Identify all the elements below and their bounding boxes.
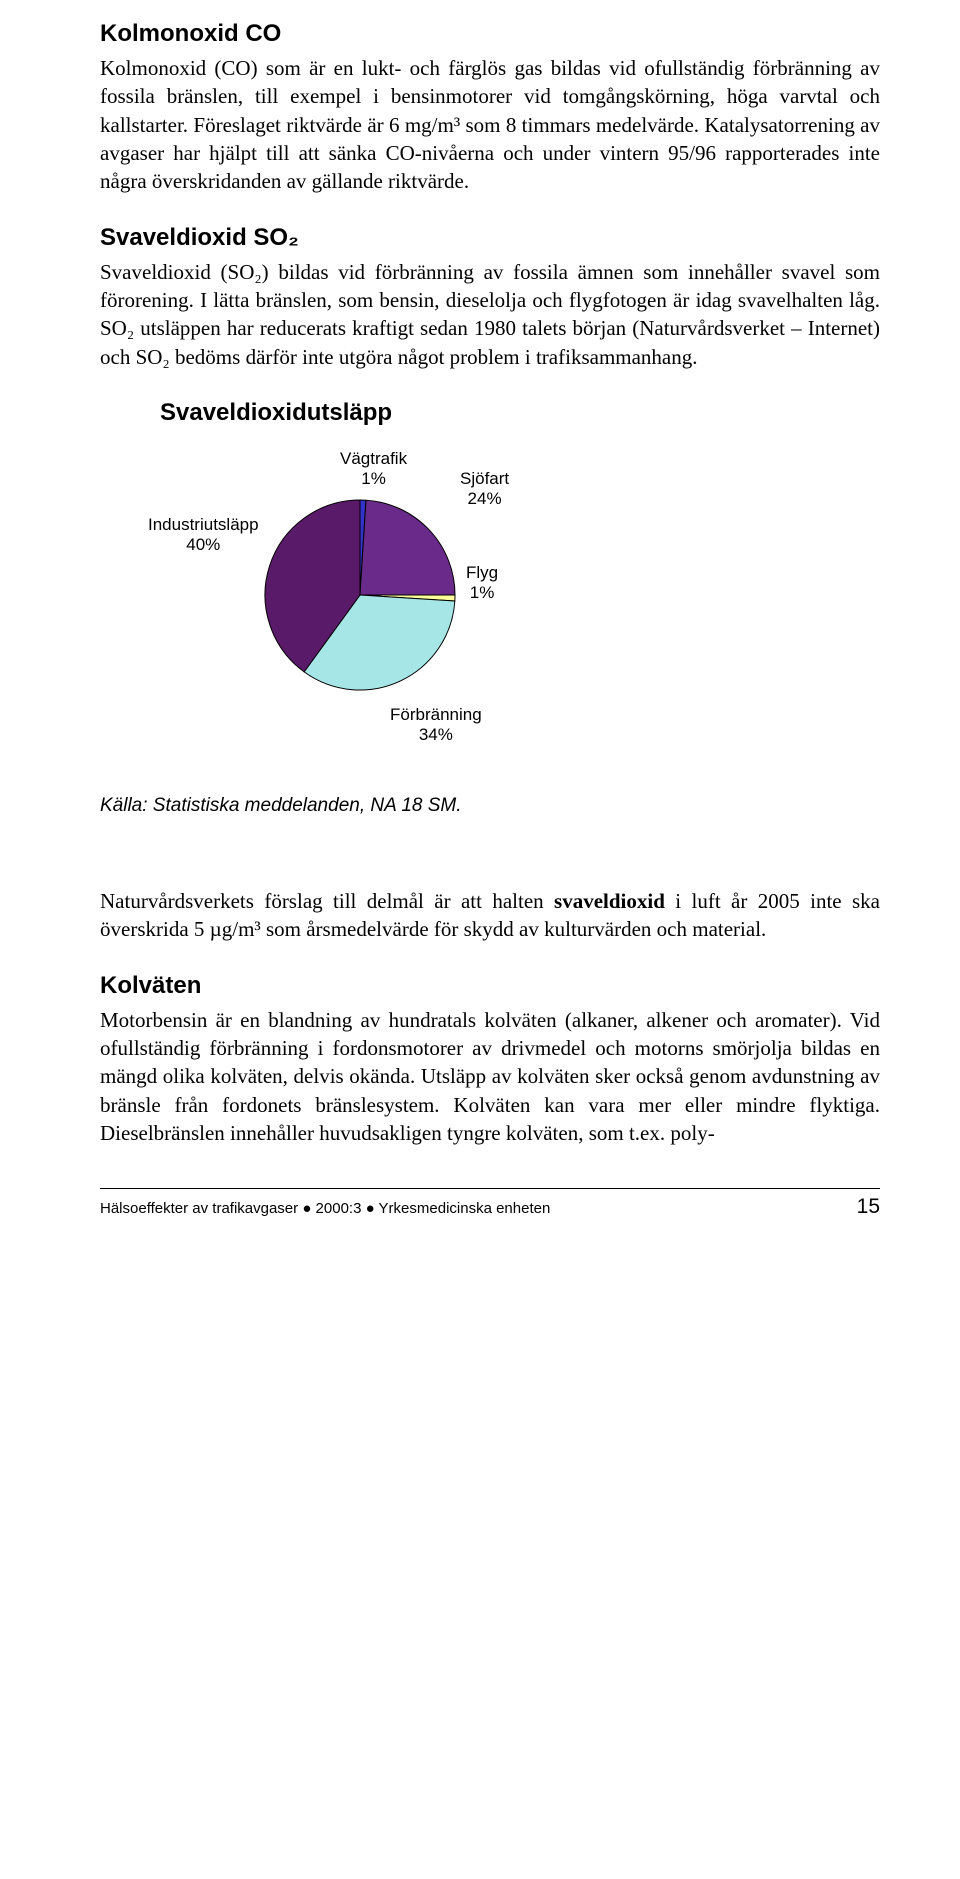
chart-source: Källa: Statistiska meddelanden, NA 18 SM… bbox=[100, 795, 880, 817]
paragraph-co: Kolmonoxid (CO) som är en lukt- och färg… bbox=[100, 54, 880, 196]
pie-chart bbox=[260, 495, 460, 695]
pie-slice bbox=[360, 500, 455, 595]
page-number: 15 bbox=[857, 1195, 880, 1219]
chart-label-sjofart: Sjöfart 24% bbox=[460, 469, 509, 510]
pie-chart-block: Svaveldioxidutsläpp Vägtrafik 1% Sjöfart… bbox=[160, 399, 880, 745]
footer-rule bbox=[100, 1188, 880, 1189]
page-footer: Hälsoeffekter av trafikavgaser ● 2000:3 … bbox=[100, 1195, 880, 1219]
heading-kolvaten: Kolväten bbox=[100, 972, 880, 1000]
chart-label-forbranning: Förbränning 34% bbox=[390, 705, 482, 746]
footer-text: Hälsoeffekter av trafikavgaser ● 2000:3 … bbox=[100, 1200, 550, 1217]
paragraph-so2: Svaveldioxid (SO₂) bildas vid förbrännin… bbox=[100, 258, 880, 371]
chart-label-flyg: Flyg 1% bbox=[466, 563, 498, 604]
chart-area: Vägtrafik 1% Sjöfart 24% Flyg 1% Förbrän… bbox=[160, 445, 660, 745]
chart-label-vagtrafik: Vägtrafik 1% bbox=[340, 449, 407, 490]
nv-goal-text: Naturvårdsverkets förslag till delmål är… bbox=[100, 889, 880, 941]
chart-label-industri: Industriutsläpp 40% bbox=[148, 515, 259, 556]
chart-title: Svaveldioxidutsläpp bbox=[160, 399, 880, 427]
document-page: Kolmonoxid CO Kolmonoxid (CO) som är en … bbox=[0, 0, 960, 1249]
heading-so2: Svaveldioxid SO₂ bbox=[100, 224, 880, 252]
paragraph-nv-goal: Naturvårdsverkets förslag till delmål är… bbox=[100, 887, 880, 944]
paragraph-kolvaten: Motorbensin är en blandning av hundratal… bbox=[100, 1006, 880, 1148]
heading-co: Kolmonoxid CO bbox=[100, 20, 880, 48]
pie-wrap bbox=[260, 495, 460, 700]
